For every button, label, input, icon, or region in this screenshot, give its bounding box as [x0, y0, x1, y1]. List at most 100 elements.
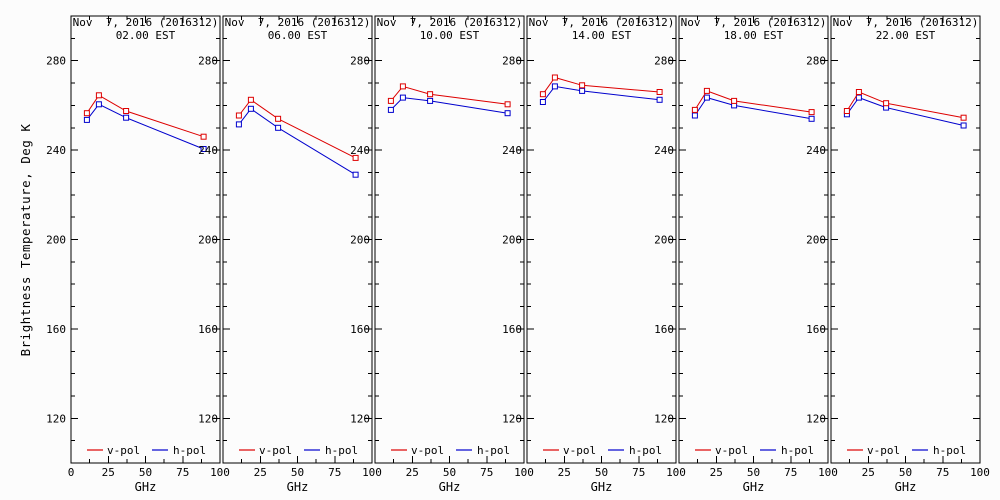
legend-vpol-label: v-pol — [563, 444, 596, 457]
h-pol-marker — [399, 94, 406, 101]
panel-14-00-est: 120 160 200 240 280 25 50 75 100 GHz Nov 7, 2016 (… — [502, 15, 686, 494]
x-tick-label: 75 — [936, 466, 949, 479]
h-pol-marker — [855, 94, 862, 101]
axes — [526, 15, 677, 464]
legend-hpol-label: h-pol — [933, 444, 966, 457]
axes — [70, 15, 221, 464]
v-pol-marker — [387, 97, 394, 104]
legend-vpol-label: v-pol — [715, 444, 748, 457]
y-tick-label: 240 — [198, 144, 218, 157]
h-pol-line — [390, 97, 508, 114]
v-pol-marker — [123, 108, 130, 114]
h-pol-marker — [200, 146, 207, 152]
y-tick-label: 120 — [350, 412, 370, 425]
y-tick-label: 160 — [46, 323, 66, 336]
h-pol-marker — [579, 87, 586, 94]
legend: v-pol h-pol — [847, 444, 966, 457]
legend: v-pol h-pol — [695, 444, 814, 457]
y-tick-label: 160 — [198, 323, 218, 336]
v-pol-marker — [855, 89, 862, 95]
y-tick-label: 200 — [806, 234, 826, 247]
x-tick-label: 75 — [328, 466, 341, 479]
y-tick-label: 120 — [46, 412, 66, 425]
panel-title-date: Nov 7, 2016 (2016312) — [681, 16, 827, 29]
x-tick-label: 75 — [632, 466, 645, 479]
h-pol-marker — [504, 110, 511, 117]
legend-vpol-label: v-pol — [867, 444, 900, 457]
legend-vpol-label: v-pol — [411, 444, 444, 457]
x-tick-label: 100 — [818, 466, 838, 479]
x-tick-label: 100 — [362, 466, 382, 479]
v-pol-marker — [247, 96, 254, 103]
x-tick-label: 75 — [784, 466, 797, 479]
y-tick-label: 160 — [654, 323, 674, 336]
y-tick-label: 240 — [806, 144, 826, 157]
v-pol-marker — [703, 87, 710, 94]
y-tick-label: 240 — [350, 144, 370, 157]
y-tick-label: 120 — [806, 412, 826, 425]
panel-title-date: Nov 7, 2016 (2016312) — [529, 16, 675, 29]
h-pol-marker — [551, 83, 558, 90]
x-tick-label: 50 — [899, 466, 912, 479]
x-axis-unit-label: GHz — [743, 480, 765, 494]
axes — [374, 15, 525, 464]
y-tick-label: 120 — [654, 412, 674, 425]
x-axis-unit-label: GHz — [591, 480, 613, 494]
y-tick-label: 120 — [502, 412, 522, 425]
x-axis-unit-label: GHz — [135, 480, 157, 494]
y-tick-label: 160 — [502, 323, 522, 336]
v-pol-marker — [731, 97, 738, 104]
v-pol-marker — [399, 83, 406, 90]
panel-border — [830, 15, 981, 464]
panel-22-00-est: 120 160 200 240 280 25 50 75 100 GHz Nov 7, 2016 (… — [806, 15, 990, 494]
v-pol-marker — [691, 106, 698, 113]
legend: v-pol h-pol — [391, 444, 510, 457]
v-pol-marker — [656, 89, 663, 95]
y-tick-label: 280 — [502, 55, 522, 68]
h-pol-marker — [247, 105, 254, 112]
y-tick-label: 160 — [350, 323, 370, 336]
x-tick-label: 25 — [558, 466, 571, 479]
y-tick-label: 200 — [654, 234, 674, 247]
x-axis-unit-label: GHz — [287, 480, 309, 494]
x-tick-label: 25 — [102, 466, 115, 479]
v-pol-marker — [200, 133, 207, 140]
x-axis-unit-label: GHz — [439, 480, 461, 494]
panel-title-time: 22.00 EST — [876, 29, 936, 42]
panel-title-time: 02.00 EST — [116, 29, 176, 42]
h-pol-line — [694, 97, 812, 120]
legend: v-pol h-pol — [239, 444, 358, 457]
v-pol-marker — [960, 114, 967, 121]
x-tick-label: 100 — [666, 466, 686, 479]
h-pol-marker — [960, 122, 967, 129]
v-pol-marker — [95, 92, 102, 99]
v-pol-marker — [504, 101, 511, 108]
panel-02-00-est: 120 160 200 240 280 0 25 50 75 100 GHz Nov 7, 2016 … — [46, 15, 230, 494]
h-pol-marker — [808, 115, 815, 122]
panel-title-date: Nov 7, 2016 (2016312) — [73, 16, 219, 29]
x-tick-label: 100 — [514, 466, 534, 479]
h-pol-line — [86, 103, 204, 150]
h-pol-marker — [539, 99, 546, 105]
legend: v-pol h-pol — [543, 444, 662, 457]
y-tick-label: 280 — [806, 55, 826, 68]
x-tick-label: 50 — [747, 466, 760, 479]
legend-vpol-label: v-pol — [259, 444, 292, 457]
x-tick-label: 25 — [710, 466, 723, 479]
v-pol-line — [694, 90, 812, 113]
h-pol-marker — [387, 106, 394, 113]
v-pol-line — [390, 85, 508, 105]
y-tick-label: 200 — [350, 234, 370, 247]
h-pol-marker — [656, 96, 663, 103]
legend-vpol-label: v-pol — [107, 444, 140, 457]
y-tick-label: 200 — [46, 234, 66, 247]
x-tick-label: 25 — [254, 466, 267, 479]
x-tick-label: 50 — [139, 466, 152, 479]
legend-hpol-label: h-pol — [173, 444, 206, 457]
v-pol-marker — [808, 109, 815, 116]
x-tick-label: 100 — [210, 466, 230, 479]
v-pol-marker — [579, 82, 586, 89]
y-tick-label: 120 — [198, 412, 218, 425]
